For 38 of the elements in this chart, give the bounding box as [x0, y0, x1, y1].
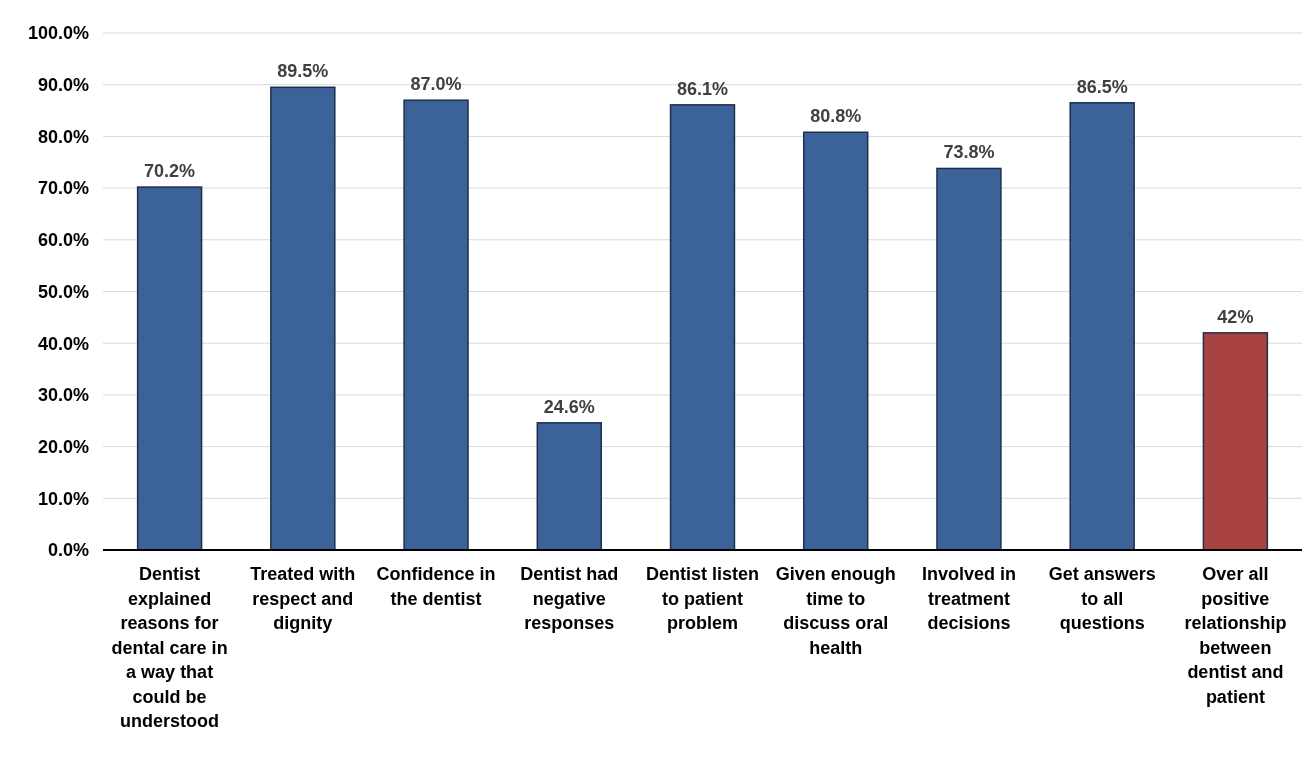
y-tick-label: 30.0% — [37, 385, 89, 406]
bar — [1202, 332, 1269, 551]
data-label: 86.5% — [1076, 76, 1128, 97]
bar — [136, 186, 203, 551]
data-label: 24.6% — [543, 396, 595, 417]
data-label: 89.5% — [277, 61, 329, 82]
bar — [403, 99, 469, 551]
bar — [270, 86, 336, 551]
x-tick-label: Get answers to all questions — [1048, 564, 1156, 633]
data-label: 87.0% — [410, 74, 462, 95]
y-tick-label: 60.0% — [37, 230, 89, 251]
y-tick-label: 80.0% — [37, 126, 89, 147]
y-tick-label: 50.0% — [37, 281, 89, 302]
data-label: 70.2% — [144, 161, 196, 182]
y-tick-label: 100.0% — [27, 23, 89, 44]
y-tick-label: 10.0% — [37, 488, 89, 509]
x-tick-label: Dentist listen to patient problem — [645, 564, 760, 633]
bar — [536, 422, 602, 551]
x-tick-label: Dentist explained reasons for dental care in a way that could be understood — [111, 564, 228, 731]
bar — [669, 104, 736, 551]
bar — [936, 167, 1002, 551]
y-tick-label: 90.0% — [37, 75, 89, 95]
data-label: 73.8% — [943, 142, 995, 163]
bar — [1069, 102, 1135, 551]
y-tick-label: 20.0% — [37, 436, 89, 457]
bar — [803, 131, 869, 551]
data-label: 42% — [1217, 306, 1254, 327]
data-label: 86.1% — [676, 78, 729, 99]
y-tick-label: 70.0% — [37, 178, 89, 199]
y-tick-label: 40.0% — [37, 333, 89, 354]
data-label: 80.8% — [810, 106, 862, 127]
x-tick-label: Confidence in the dentist — [376, 564, 496, 609]
x-tick-label: Treated with respect and dignity — [250, 564, 356, 633]
x-tick-label: Over all positive relationship between dentist and patient — [1184, 564, 1287, 707]
y-tick-label: 0.0% — [47, 540, 89, 561]
x-tick-label: Involved in treatment decisions — [921, 564, 1016, 633]
x-tick-label: Given enough time to discuss oral health — [775, 564, 896, 658]
x-tick-label: Dentist had negative responses — [520, 564, 619, 633]
